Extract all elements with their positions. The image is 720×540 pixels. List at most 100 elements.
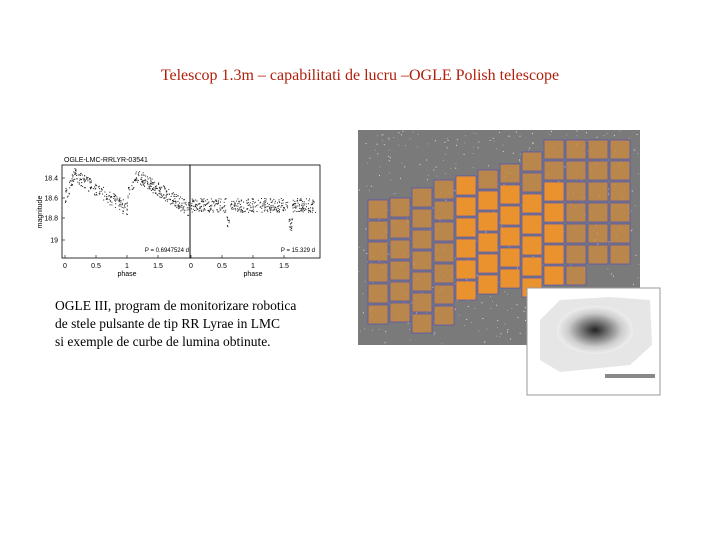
light-curve-point xyxy=(84,175,86,177)
light-curve-point xyxy=(302,201,303,203)
star-label: OGLE-LMC-RRLYR-03541 xyxy=(64,157,148,164)
field-tile xyxy=(477,190,499,211)
field-tile xyxy=(455,238,477,259)
y-axis-label: magnitude xyxy=(37,196,44,229)
light-curve-point xyxy=(210,198,212,200)
star xyxy=(532,142,534,144)
light-curve-point xyxy=(176,207,178,209)
light-curve-point xyxy=(114,194,116,196)
light-curve-point xyxy=(173,201,175,202)
field-tile xyxy=(389,218,411,239)
light-curve-point xyxy=(311,211,313,213)
field-tile xyxy=(389,197,411,218)
light-curve-point xyxy=(310,204,312,206)
light-curve-point xyxy=(278,211,280,213)
light-curve-point xyxy=(132,181,134,183)
light-curve-point xyxy=(156,188,158,190)
field-tile xyxy=(499,163,521,184)
star xyxy=(636,134,638,135)
y-tick-label: 18.8 xyxy=(44,216,58,223)
light-curve-point xyxy=(187,214,189,216)
light-curve-point xyxy=(243,207,245,209)
light-curve-point xyxy=(164,187,166,189)
light-curve-point xyxy=(233,200,235,202)
light-curve-point xyxy=(226,225,228,227)
light-curve-point xyxy=(196,207,197,209)
light-curve-point xyxy=(216,209,218,211)
light-curve-point xyxy=(119,198,120,200)
light-curve-point xyxy=(163,197,165,199)
field-tile xyxy=(411,271,433,292)
light-curve-point xyxy=(169,203,171,205)
light-curve-point xyxy=(95,193,97,195)
field-tile xyxy=(455,259,477,280)
star xyxy=(638,263,640,265)
light-curve-point xyxy=(303,208,305,210)
light-curve-point xyxy=(210,208,212,210)
light-curve-point xyxy=(143,182,145,184)
light-curve-point xyxy=(292,199,294,201)
light-curve-point xyxy=(191,208,192,210)
light-curve-point xyxy=(192,205,194,207)
light-curve-point xyxy=(156,185,158,187)
light-curve-point xyxy=(119,208,121,210)
light-curve-point xyxy=(198,210,200,212)
light-curve-point xyxy=(207,202,209,204)
light-curve-point xyxy=(238,200,240,202)
light-curve-point xyxy=(198,203,200,205)
light-curve-point xyxy=(226,216,228,218)
light-curve-point xyxy=(175,201,177,203)
field-tile xyxy=(499,205,521,226)
star xyxy=(456,139,458,141)
star xyxy=(528,149,529,151)
light-curve-point xyxy=(146,176,148,178)
field-tile xyxy=(609,181,631,202)
light-curve-point xyxy=(214,205,215,207)
light-curve-point xyxy=(294,210,296,212)
light-curve-point xyxy=(134,178,136,180)
light-curve-point xyxy=(312,207,314,209)
field-tile xyxy=(587,202,609,223)
star xyxy=(612,275,614,277)
light-curve-point xyxy=(143,180,145,181)
light-curve-point xyxy=(313,201,315,203)
light-curve-point xyxy=(181,198,183,199)
light-curve-point xyxy=(109,191,111,193)
light-curve-point xyxy=(72,179,74,181)
light-curve-point xyxy=(218,211,220,213)
star xyxy=(432,286,434,288)
light-curve-point xyxy=(236,208,238,210)
light-curve-point xyxy=(99,193,101,195)
field-tile xyxy=(389,239,411,260)
light-curve-point xyxy=(236,200,238,202)
light-curve-point xyxy=(87,177,89,178)
light-curve-point xyxy=(224,198,226,200)
light-curve-point xyxy=(79,174,81,176)
star xyxy=(366,185,368,187)
star xyxy=(519,153,521,155)
star xyxy=(481,302,483,304)
star xyxy=(364,280,366,282)
star xyxy=(563,231,565,233)
star xyxy=(495,335,497,337)
field-tile xyxy=(521,256,543,277)
field-tile xyxy=(433,263,455,284)
star xyxy=(388,139,390,141)
light-curve-point xyxy=(242,209,243,211)
light-curve-point xyxy=(264,205,266,207)
star xyxy=(507,293,508,295)
light-curve-point xyxy=(269,206,271,208)
light-curve-point xyxy=(147,182,149,184)
light-curve-point xyxy=(262,203,264,205)
light-curve-point xyxy=(120,201,122,203)
light-curve-point xyxy=(264,204,266,206)
light-curve-point xyxy=(100,190,102,192)
light-curve-point xyxy=(168,198,170,200)
star xyxy=(450,167,452,169)
light-curve-point xyxy=(106,196,108,197)
light-curve-point xyxy=(206,199,208,201)
field-tile xyxy=(499,268,521,289)
light-curve-point xyxy=(299,204,300,206)
y-tick-label: 18.6 xyxy=(44,196,58,203)
field-tile xyxy=(433,179,455,200)
